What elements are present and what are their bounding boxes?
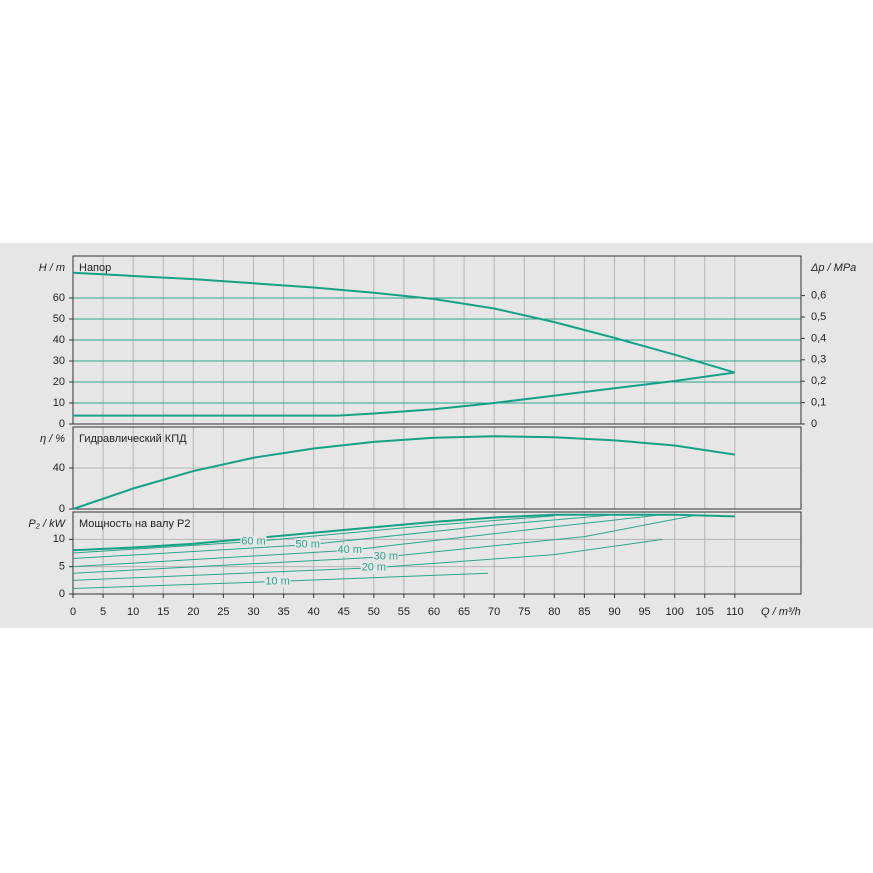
x-tick-label: 60 <box>428 606 440 618</box>
iso-head-curve <box>72 514 615 559</box>
x-tick-label: 30 <box>247 606 259 618</box>
x-tick-label: 15 <box>157 606 169 618</box>
x-tick-label: 20 <box>187 606 199 618</box>
x-tick-label: 25 <box>217 606 229 618</box>
y-tick-label: 60 <box>53 292 65 304</box>
plot-frame <box>72 255 802 425</box>
curve <box>72 271 736 374</box>
curve-label-bg <box>360 561 387 574</box>
panel-title: Напор <box>79 262 111 274</box>
curve-label-bg <box>240 535 267 548</box>
y-tick-label: 5 <box>59 561 65 573</box>
y2-tick-label: 0,6 <box>811 289 826 301</box>
y-tick-label: 0 <box>59 503 65 515</box>
x-tick-label: 50 <box>368 606 380 618</box>
x-tick-label: 105 <box>696 606 714 618</box>
x-tick-label: 90 <box>608 606 620 618</box>
y-tick-label: 10 <box>53 533 65 545</box>
y-tick-label: 0 <box>59 588 65 600</box>
panel-background <box>0 243 873 628</box>
x-tick-label: 10 <box>127 606 139 618</box>
x-tick-label: 35 <box>277 606 289 618</box>
iso-head-curve <box>72 515 693 574</box>
curve-label-bg <box>264 575 291 588</box>
x-tick-label: 40 <box>308 606 320 618</box>
curve <box>72 435 735 510</box>
panel-title: Мощность на валу P2 <box>79 518 191 530</box>
x-tick-label: 55 <box>398 606 410 618</box>
curve-label-bg <box>372 550 399 563</box>
y-tick-label: 0 <box>59 418 65 430</box>
curve-label: 10 m <box>265 575 289 587</box>
x-tick-label: 70 <box>488 606 500 618</box>
curve <box>73 371 735 417</box>
x-tick-label: 110 <box>726 606 744 618</box>
y-axis-label: P₂ / kW <box>28 518 66 530</box>
curve-label-bg <box>336 544 363 557</box>
curve-label-bg <box>294 538 321 551</box>
y2-tick-label: 0 <box>811 418 817 430</box>
iso-head-curve <box>72 515 555 554</box>
plot-frame <box>72 426 802 510</box>
y-tick-label: 10 <box>53 397 65 409</box>
y2-tick-label: 0,5 <box>811 311 826 323</box>
y-axis-label: H / m <box>39 262 65 274</box>
iso-head-curve <box>72 538 663 581</box>
curve <box>72 513 735 552</box>
y-axis-label: η / % <box>40 433 65 445</box>
iso-head-curve <box>72 514 657 568</box>
y-tick-label: 30 <box>53 355 65 367</box>
panel-title: Гидравлический КПД <box>79 433 187 445</box>
x-tick-label: 85 <box>578 606 590 618</box>
y-tick-label: 20 <box>53 376 65 388</box>
x-tick-label: 95 <box>638 606 650 618</box>
x-tick-label: 5 <box>100 606 106 618</box>
y2-tick-label: 0,1 <box>811 397 826 409</box>
curve-label: 20 m <box>362 562 386 574</box>
x-tick-label: 100 <box>665 606 683 618</box>
y2-axis-label: Δp / MPa <box>810 262 856 274</box>
x-tick-label: 45 <box>338 606 350 618</box>
x-axis-label: Q / m³/h <box>761 606 801 618</box>
x-tick-label: 0 <box>70 606 76 618</box>
curve-label: 60 m <box>241 535 265 547</box>
x-tick-label: 80 <box>548 606 560 618</box>
y-tick-label: 40 <box>53 334 65 346</box>
curve-label: 50 m <box>295 539 319 551</box>
y2-tick-label: 0,3 <box>811 354 826 366</box>
y-tick-label: 50 <box>53 313 65 325</box>
x-tick-label: 75 <box>518 606 530 618</box>
y2-tick-label: 0,4 <box>811 332 826 344</box>
curve-label: 40 m <box>338 544 362 556</box>
y-tick-label: 40 <box>53 462 65 474</box>
curve-label: 30 m <box>374 551 398 563</box>
y2-tick-label: 0,2 <box>811 375 826 387</box>
x-tick-label: 65 <box>458 606 470 618</box>
